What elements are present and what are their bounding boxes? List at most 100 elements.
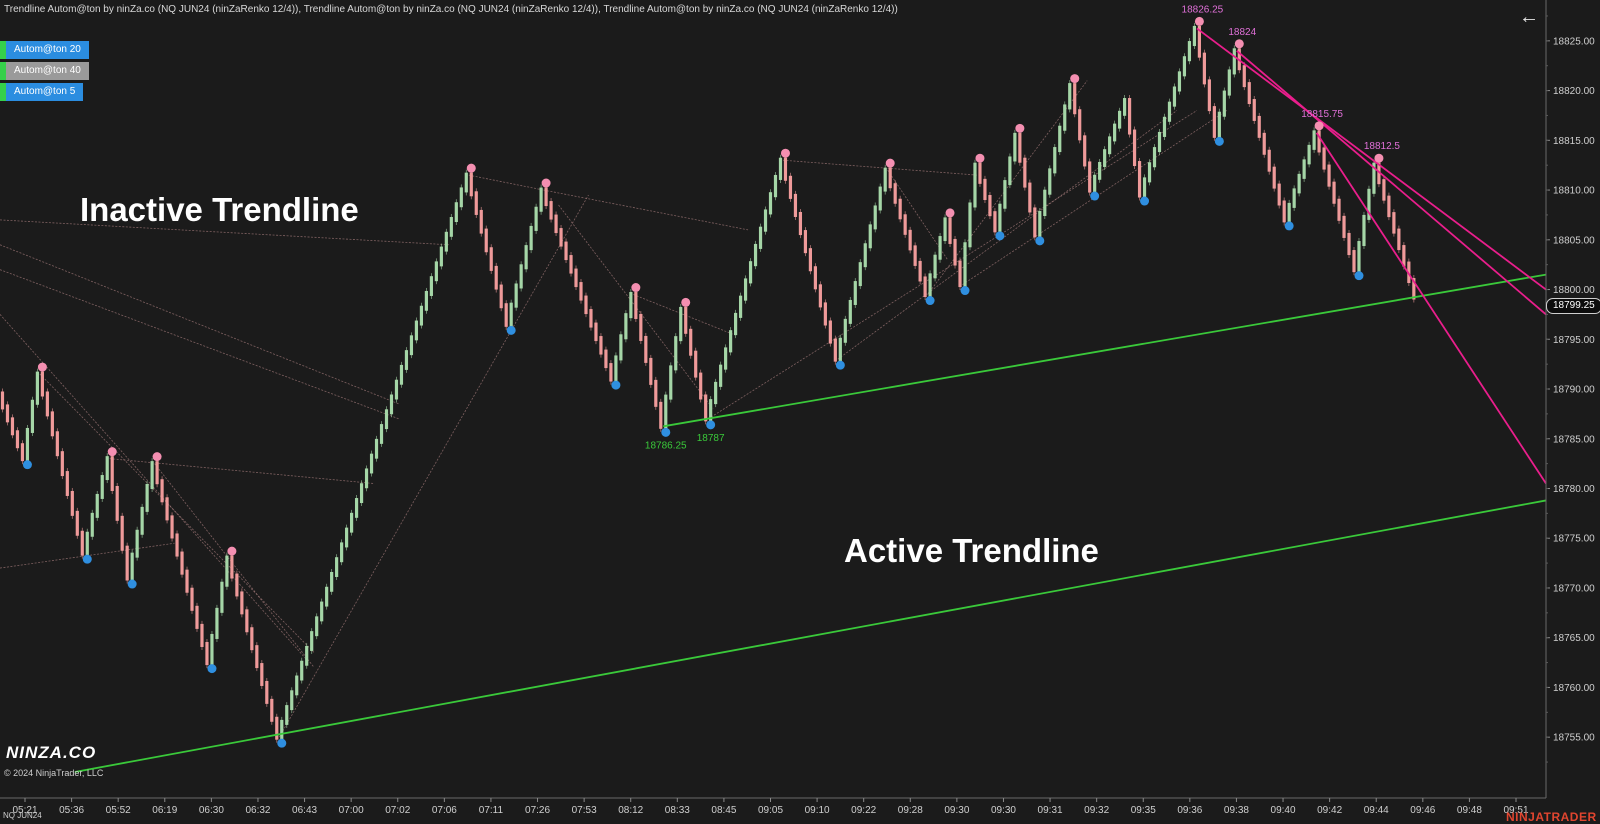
renko-bar [1302,159,1306,179]
swing-high-dot [1070,74,1080,84]
x-tick-label: 09:31 [1038,805,1063,816]
swing-high-dot [1015,123,1025,133]
swing-high-dot [107,447,117,457]
x-tick-label: 09:38 [1224,805,1249,816]
active-trendline-label: Active Trendline [844,532,1099,569]
x-tick-label: 05:36 [59,805,84,816]
renko-bar [1402,245,1406,267]
renko-bar [629,292,633,319]
renko-bar [454,202,458,223]
renko-bar [504,303,508,327]
inactive-trendline [927,80,1088,295]
renko-bar [1073,83,1077,115]
renko-bar [858,262,862,287]
y-tick-label: 18810.00 [1553,186,1595,197]
renko-bar [0,391,5,410]
swing-low-dot [82,554,92,564]
y-tick-label: 18820.00 [1553,86,1595,97]
renko-bar [85,531,89,556]
renko-bar [1078,109,1082,141]
renko-bar [689,328,693,356]
renko-bar [843,318,847,343]
renko-bar [1108,136,1112,155]
x-tick-label: 07:53 [572,805,597,816]
renko-bar [963,242,967,288]
renko-bar [534,206,538,231]
swing-low-dot [960,286,970,296]
inactive-trendline-label: Inactive Trendline [80,191,359,228]
renko-bar [165,497,169,521]
swing-high-dot [152,452,162,462]
y-tick-label: 18780.00 [1553,484,1595,495]
renko-bar [210,633,214,666]
x-tick-label: 06:30 [199,805,224,816]
renko-bar [724,347,728,370]
renko-bar [1382,179,1386,201]
renko-bar [135,529,139,558]
renko-bar [1122,98,1127,116]
renko-bar [1088,161,1092,193]
renko-bar [808,248,812,272]
y-tick-label: 18790.00 [1553,385,1595,396]
back-arrow-icon[interactable]: ← [1519,6,1539,28]
renko-bar [1068,83,1072,110]
renko-bar [434,261,438,282]
renko-bar [479,209,483,234]
renko-bar [644,335,648,363]
swing-low-dot [1284,221,1294,231]
copyright-text: © 2024 NinjaTrader, LLC [4,768,104,778]
renko-bar [514,283,518,308]
x-tick-label: 09:30 [944,805,969,816]
renko-bar [1337,198,1341,221]
renko-bar [190,587,194,611]
active-trendline-resistance [1315,132,1547,485]
renko-bar [1372,162,1376,194]
renko-bar [240,591,244,615]
renko-bar [933,254,937,279]
renko-bar [1103,149,1107,167]
renko-bar [1202,52,1206,85]
renko-bar [803,230,808,254]
renko-bar [1317,130,1321,153]
renko-bar [1043,189,1047,217]
toggle-automaton-5[interactable]: Autom@ton 5 [0,83,84,101]
renko-bar [40,371,44,397]
renko-bar [280,719,284,740]
renko-bar [30,399,35,433]
renko-bar [1093,174,1097,193]
toggle-automaton-40[interactable]: Autom@ton 40 [0,62,89,80]
renko-bar [983,178,987,201]
inactive-trendline [0,219,449,246]
renko-bar [230,555,234,579]
renko-bar [394,379,399,400]
y-tick-label: 18770.00 [1553,583,1595,594]
swing-low-dot [1035,236,1045,246]
renko-bar [654,379,658,407]
swing-high-dot [227,546,237,556]
swing-low-dot [127,579,137,589]
renko-bar [335,557,339,577]
swing-low-label: 18786.25 [645,440,687,451]
x-tick-label: 07:00 [339,805,364,816]
renko-bar [409,335,414,356]
inactive-trendline [782,159,978,176]
inactive-trendline [39,373,315,653]
renko-bar [1292,188,1296,208]
toggle-automaton-20[interactable]: Autom@ton 20 [0,41,89,59]
swing-markers: 18826.25 18824 18815.75 18812.5 18786.25 1878… [22,4,1400,748]
renko-bar [195,605,199,629]
renko-bar [265,680,269,704]
renko-bar [235,573,239,597]
renko-bar [898,198,902,220]
x-tick-label: 08:12 [618,805,643,816]
x-tick-label: 09:28 [898,805,923,816]
renko-bar [1028,182,1032,213]
renko-bar [399,364,404,385]
renko-bar [878,186,882,211]
renko-bar [145,484,149,512]
renko-bar [65,471,69,496]
renko-bar [369,453,374,474]
renko-bar [544,187,548,207]
inactive-trendline [278,194,589,738]
